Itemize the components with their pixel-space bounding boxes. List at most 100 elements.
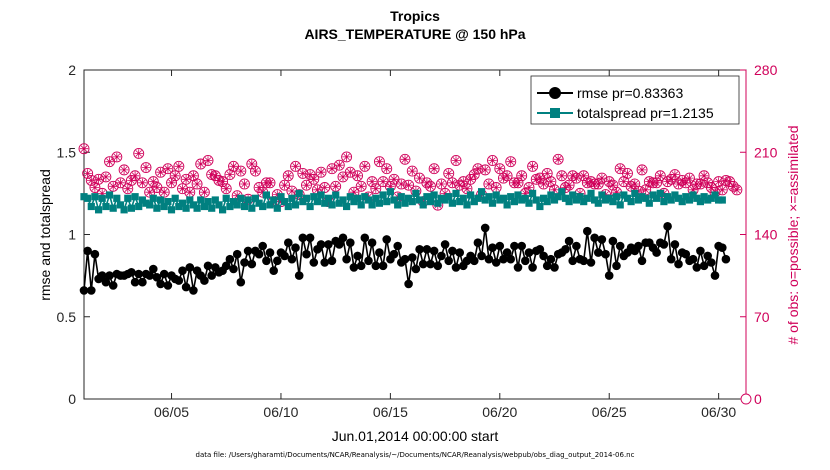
rmse-marker [393, 241, 403, 251]
obs-assimilated-marker [543, 169, 552, 178]
rmse-marker [521, 256, 530, 266]
rmse-marker [528, 263, 537, 272]
obs-possible-marker [118, 164, 130, 176]
rmse-marker [163, 281, 173, 290]
obs-assimilated-marker [112, 152, 122, 162]
rmse-marker [422, 245, 432, 254]
y-left-tick-label: 1 [68, 227, 76, 243]
rmse-marker [280, 251, 289, 261]
obs-assimilated-marker [415, 173, 424, 183]
obs-assimilated-marker [170, 171, 180, 180]
obs-assimilated-marker [572, 173, 581, 183]
totalspread-marker [306, 202, 314, 211]
totalspread-marker [281, 198, 289, 206]
obs-possible-marker [487, 155, 498, 166]
obs-possible-marker [82, 167, 94, 179]
rmse-marker [174, 276, 184, 285]
rmse-marker [670, 240, 680, 249]
obs-assimilated-marker [130, 171, 140, 180]
obs-assimilated-marker [663, 177, 672, 186]
totalspread-marker [397, 193, 405, 201]
obs-possible-marker [636, 164, 648, 176]
totalspread-marker [558, 188, 566, 196]
totalspread-marker [124, 194, 132, 202]
obs-assimilated-marker [688, 185, 698, 195]
rmse-marker [221, 261, 231, 271]
totalspread-marker [467, 191, 475, 199]
obs-assimilated-marker [557, 171, 567, 180]
obs-possible-marker [454, 179, 466, 191]
totalspread-marker [591, 196, 599, 204]
rmse-marker [178, 266, 187, 276]
rmse-marker [484, 254, 494, 264]
obs-possible-marker [366, 176, 378, 188]
obs-assimilated-marker [105, 157, 114, 166]
obs-possible-marker [523, 182, 535, 193]
totalspread-marker [120, 206, 128, 214]
totalspread-marker [142, 199, 150, 207]
obs-assimilated-marker [429, 164, 439, 173]
obs-assimilated-marker [408, 166, 417, 176]
totalspread-marker [426, 198, 435, 206]
obs-possible-marker [483, 178, 495, 190]
obs-assimilated-marker [707, 183, 716, 192]
obs-assimilated-marker [718, 185, 727, 195]
obs-assimilated-marker [367, 177, 377, 186]
totalspread-marker [219, 206, 227, 214]
totalspread-marker [364, 196, 373, 204]
totalspread-marker [91, 193, 99, 201]
totalspread-marker [616, 201, 624, 209]
rmse-marker [353, 251, 362, 261]
obs-possible-marker [468, 169, 480, 181]
rmse-marker [546, 254, 556, 264]
totalspread-marker [419, 201, 427, 209]
obs-assimilated-marker [353, 171, 362, 180]
totalspread-marker [685, 196, 694, 204]
totalspread-marker [518, 196, 526, 204]
totalspread-marker [696, 198, 704, 206]
rmse-marker [225, 254, 235, 264]
totalspread-marker [689, 191, 697, 199]
obs-assimilated-marker [240, 179, 249, 189]
totalspread-marker [463, 201, 471, 209]
obs-assimilated-marker [546, 177, 556, 186]
rmse-marker [382, 235, 392, 244]
obs-assimilated-marker [499, 173, 508, 183]
rmse-marker [718, 243, 727, 252]
obs-assimilated-marker [601, 190, 610, 199]
totalspread-marker [594, 199, 602, 207]
rmse-marker [320, 258, 330, 267]
totalspread-marker [222, 194, 230, 202]
rmse-marker [477, 251, 486, 261]
obs-possible-marker [435, 178, 447, 190]
obs-possible-marker [235, 165, 247, 177]
obs-assimilated-marker [400, 155, 410, 164]
rmse-marker [608, 236, 618, 246]
y-axis-right-label: # of obs: o=possible; ×=assimilated [785, 125, 801, 344]
obs-assimilated-marker [685, 173, 694, 183]
obs-possible-marker [450, 155, 462, 166]
obs-assimilated-marker [667, 175, 676, 184]
totalspread-marker [488, 199, 497, 207]
chart: Tropics AIRS_TEMPERATURE @ 150 hPa 0 0.5 1… [37, 8, 801, 444]
obs-possible-marker [716, 184, 728, 196]
totalspread-marker [160, 202, 168, 211]
obs-assimilated-marker [404, 180, 413, 190]
rmse-marker [200, 276, 209, 285]
totalspread-marker [492, 191, 500, 199]
rmse-marker [470, 256, 479, 266]
totalspread-marker [178, 199, 187, 207]
x-tick-label: 06/25 [592, 404, 627, 420]
obs-assimilated-marker [156, 168, 165, 177]
totalspread-marker [346, 193, 354, 201]
chart-title: Tropics [390, 8, 440, 24]
rmse-marker [564, 236, 574, 246]
rmse-marker [473, 238, 483, 247]
rmse-marker [561, 245, 570, 254]
obs-possible-marker [494, 163, 506, 175]
obs-assimilated-marker [513, 178, 523, 188]
totalspread-marker [645, 199, 653, 207]
totalspread-marker [405, 194, 413, 202]
rmse-marker [688, 254, 698, 264]
rmse-marker [429, 246, 439, 256]
